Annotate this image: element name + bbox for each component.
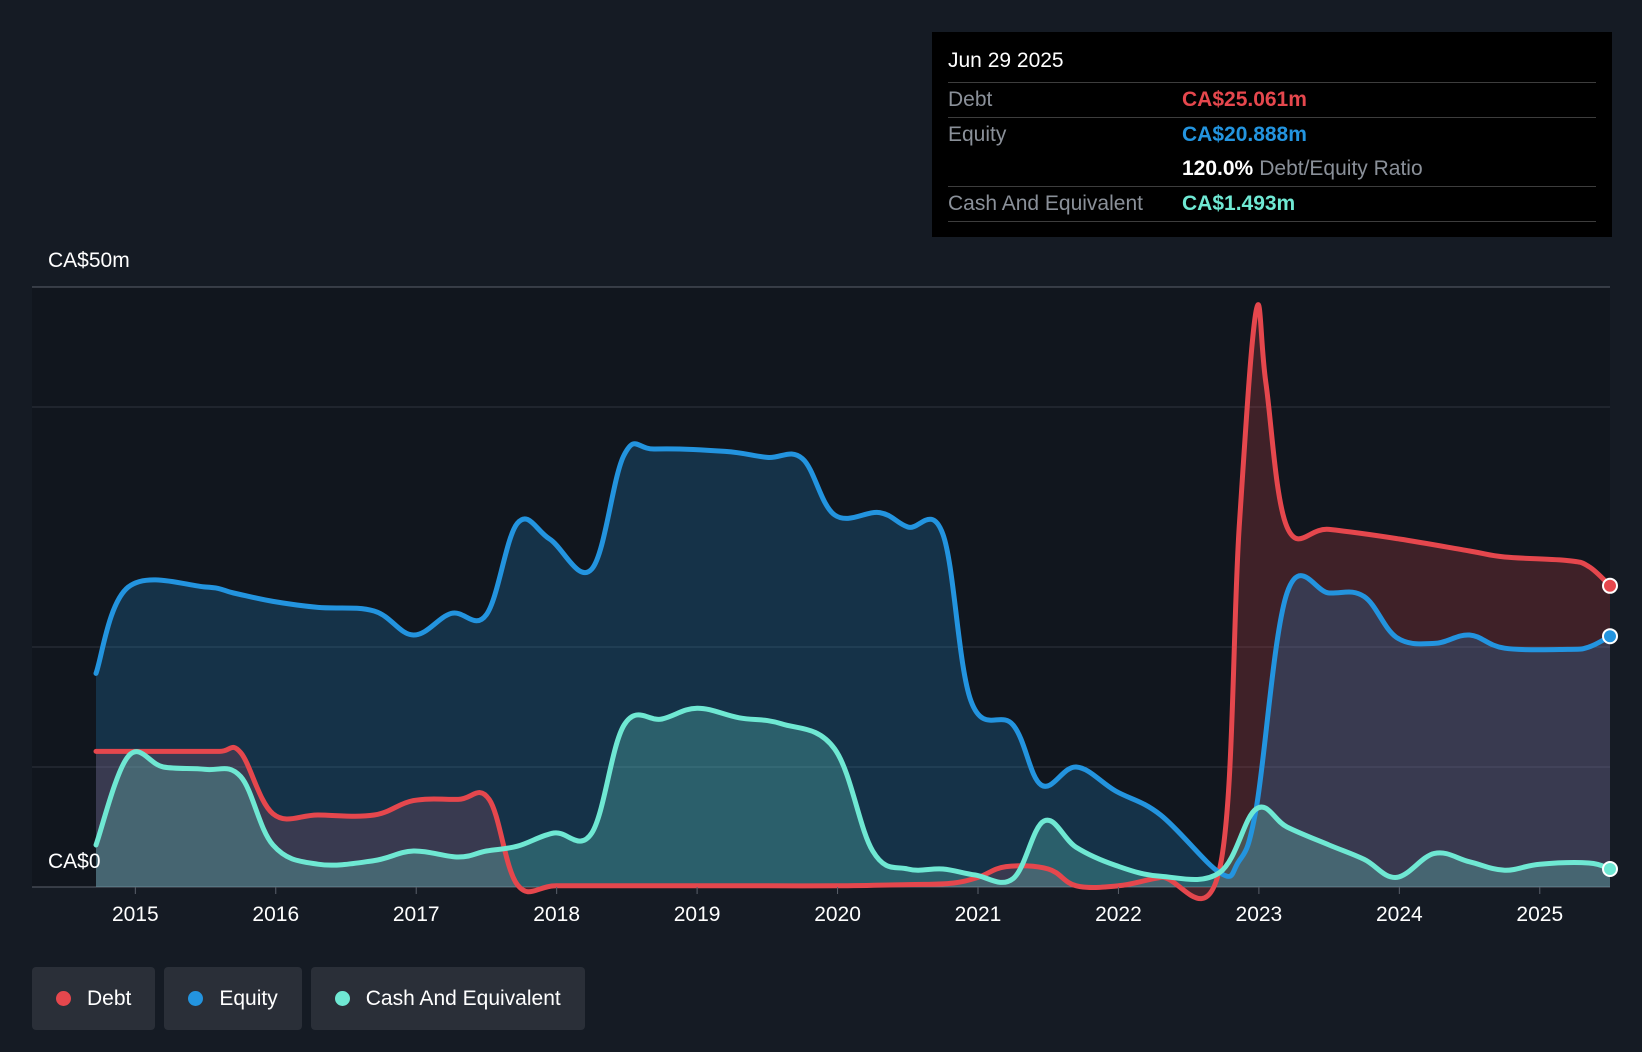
equity-end-marker [1602, 628, 1618, 645]
legend-item-debt[interactable]: Debt [32, 967, 156, 1030]
equity-line [93, 441, 1613, 879]
tooltip-row-equity: Equity CA$20.888m [948, 118, 1596, 152]
x-axis-ticks: 2015 2016 2017 2018 2019 2020 2021 2022 2023 2024… [112, 887, 1563, 926]
cash-end-marker [1602, 861, 1618, 877]
x-tick-label: 2020 [814, 903, 861, 926]
series-lines [93, 302, 1613, 902]
x-tick-label: 2017 [393, 903, 440, 926]
tooltip-debt-value: CA$25.061m [1182, 88, 1307, 111]
plot-background [32, 287, 1610, 887]
debt-dot-icon [56, 991, 71, 1006]
debt-line [93, 302, 1613, 902]
tooltip-cash-value: CA$1.493m [1182, 192, 1296, 215]
equity-dot-icon [188, 991, 204, 1006]
tooltip-equity-value: CA$20.888m [1182, 123, 1307, 146]
tooltip-cash-label: Cash And Equivalent [948, 192, 1143, 215]
tooltip-row-cash: Cash And Equivalent CA$1.493m [948, 187, 1596, 222]
tooltip-date: Jun 29 2025 [948, 46, 1596, 83]
tooltip-ratio-value: 120.0% [1182, 157, 1254, 180]
tooltip-row-debt: Debt CA$25.061m [948, 83, 1596, 118]
cash-dot-icon [334, 991, 350, 1006]
legend-debt-label: Debt [87, 986, 132, 1010]
x-tick-label: 2025 [1516, 903, 1563, 926]
debt-end-marker [1602, 577, 1618, 594]
legend-item-equity[interactable]: Equity [164, 967, 302, 1030]
x-tick-label: 2015 [112, 903, 159, 926]
tooltip-row-ratio: 120.0% Debt/Equity Ratio [948, 152, 1596, 187]
grid-lines [32, 286, 1610, 888]
tooltip-panel: Jun 29 2025 Debt CA$25.061m Equity CA$20… [932, 32, 1612, 237]
legend-equity-label: Equity [219, 986, 278, 1010]
series-end-markers [1602, 577, 1618, 877]
cash-line [93, 705, 1613, 885]
legend-item-cash[interactable]: Cash And Equivalent [310, 967, 585, 1030]
x-tick-label: 2016 [252, 903, 299, 926]
tooltip-equity-label: Equity [948, 123, 1007, 146]
y-axis-bottom-label: CA$0 [48, 850, 101, 873]
y-axis-top-label: CA$50m [48, 249, 130, 272]
x-tick-label: 2018 [533, 903, 580, 926]
x-tick-label: 2022 [1095, 903, 1142, 926]
equity-area [96, 443, 1610, 887]
x-tick-label: 2023 [1236, 903, 1283, 926]
tooltip-ratio-label: Debt/Equity Ratio [1259, 157, 1423, 180]
x-tick-label: 2019 [674, 903, 721, 926]
chart-legend: Debt Equity Cash And Equivalent [32, 967, 594, 1030]
legend-cash-label: Cash And Equivalent [365, 986, 561, 1010]
tooltip-debt-label: Debt [948, 88, 993, 111]
x-tick-label: 2021 [955, 903, 1002, 926]
x-tick-label: 2024 [1376, 903, 1423, 926]
